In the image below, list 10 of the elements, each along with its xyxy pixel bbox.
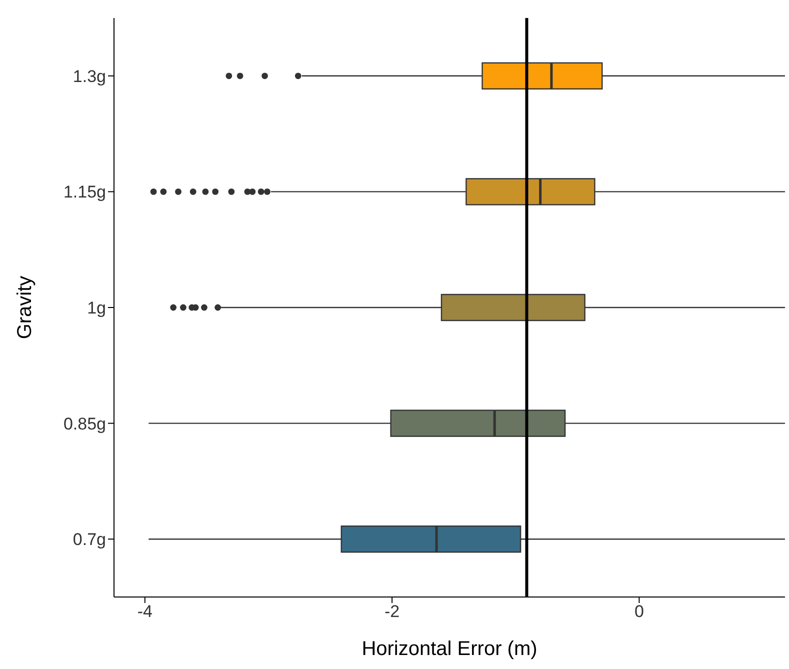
x-tick-label: -2: [384, 602, 400, 622]
y-tick-label: 1.15g: [63, 182, 106, 202]
y-tick-label: 1g: [87, 298, 106, 318]
x-axis-title: Horizontal Error (m): [362, 638, 538, 660]
y-tick-label: 1.3g: [72, 66, 106, 86]
y-axis-title: Gravity: [14, 276, 36, 340]
x-tick-label: 0: [634, 602, 644, 622]
y-tick-label: 0.7g: [72, 530, 106, 550]
x-tick-label: -4: [137, 602, 152, 622]
y-tick-label: 0.85g: [63, 414, 106, 434]
